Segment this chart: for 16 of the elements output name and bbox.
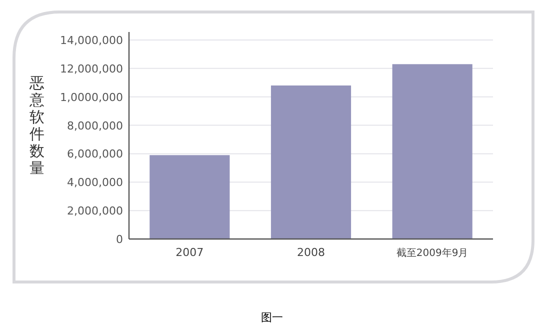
x-tick-label: 2007	[176, 246, 204, 259]
y-axis-title: 恶意软件数量	[28, 74, 44, 177]
y-tick-label: 4,000,000	[67, 176, 123, 190]
y-tick-label: 0	[116, 233, 123, 246]
bar	[392, 64, 472, 239]
bar	[270, 85, 352, 239]
text: 图一	[261, 311, 283, 324]
y-tick-label: 14,000,000	[60, 34, 123, 47]
x-tick-label: 2008	[297, 246, 325, 259]
y-tick-label: 6,000,000	[67, 148, 123, 161]
y-tick-label: 12,000,000	[60, 62, 123, 76]
y-tick-label: 2,000,000	[67, 204, 123, 218]
y-tick-label: 8,000,000	[67, 119, 123, 132]
y-tick-label: 1,0000,000	[60, 90, 123, 104]
x-tick-label: 截至2009年9月	[396, 247, 468, 259]
bar	[150, 155, 230, 239]
